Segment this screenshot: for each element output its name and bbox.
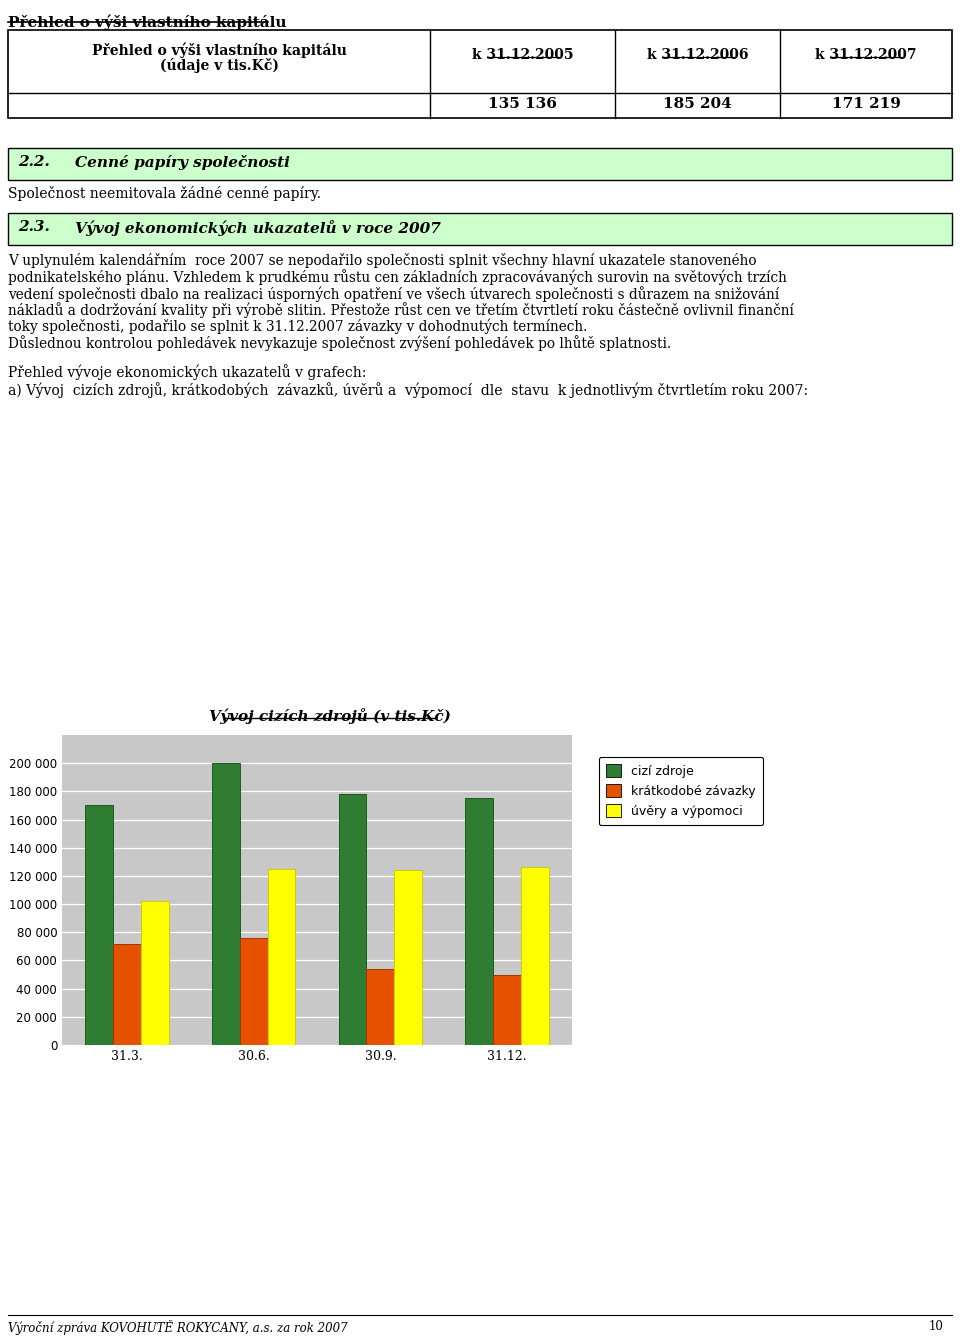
Bar — [141, 901, 169, 1046]
Text: Přehled o výši vlastního kapitálu: Přehled o výši vlastního kapitálu — [91, 41, 347, 57]
Text: Vývoj cizích zdrojů (v tis.Kč): Vývoj cizích zdrojů (v tis.Kč) — [209, 709, 451, 723]
Text: Přehled o výši vlastního kapitálu: Přehled o výši vlastního kapitálu — [8, 13, 286, 29]
Text: vedení společnosti dbalo na realizaci úsporných opatření ve všech útvarech spole: vedení společnosti dbalo na realizaci ús… — [8, 286, 780, 302]
Bar — [212, 763, 240, 1046]
Text: k 31.12.2007: k 31.12.2007 — [815, 48, 917, 62]
Bar — [85, 805, 113, 1046]
Bar — [240, 939, 268, 1046]
Bar — [113, 944, 141, 1046]
Bar — [367, 969, 395, 1046]
Bar — [8, 213, 952, 245]
Text: Vývoj ekonomických ukazatelů v roce 2007: Vývoj ekonomických ukazatelů v roce 2007 — [75, 221, 441, 235]
Text: 135 136: 135 136 — [488, 98, 557, 111]
Text: k 31.12.2006: k 31.12.2006 — [647, 48, 748, 62]
Bar — [466, 798, 493, 1046]
Text: Důslednou kontrolou pohledávek nevykazuje společnost zvýšení pohledávek po lhůtě: Důslednou kontrolou pohledávek nevykazuj… — [8, 336, 671, 352]
Bar — [493, 975, 521, 1046]
Text: podnikatelského plánu. Vzhledem k prudkému růstu cen základních zpracovávaných s: podnikatelského plánu. Vzhledem k prudké… — [8, 270, 787, 285]
Legend: cizí zdroje, krátkodobé závazky, úvěry a výpomoci: cizí zdroje, krátkodobé závazky, úvěry a… — [599, 757, 763, 825]
Text: V uplynulém kalendářním  roce 2007 se nepodařilo společnosti splnit všechny hlav: V uplynulém kalendářním roce 2007 se nep… — [8, 253, 756, 267]
Text: 185 204: 185 204 — [663, 98, 732, 111]
Text: nákladů a dodržování kvality při výrobě slitin. Přestože růst cen ve třetím čtvr: nákladů a dodržování kvality při výrobě … — [8, 302, 794, 318]
Text: a) Vývoj  cizích zdrojů, krátkodobých  závazků, úvěrů a  výpomocí  dle  stavu  k: a) Vývoj cizích zdrojů, krátkodobých záv… — [8, 382, 808, 398]
Bar — [8, 148, 952, 180]
Text: toky společnosti, podařilo se splnit k 31.12.2007 závazky v dohodnutých termínec: toky společnosti, podařilo se splnit k 3… — [8, 320, 588, 334]
Text: Přehled vývoje ekonomických ukazatelů v grafech:: Přehled vývoje ekonomických ukazatelů v … — [8, 364, 367, 380]
Text: 171 219: 171 219 — [831, 98, 900, 111]
Text: (údaje v tis.Kč): (údaje v tis.Kč) — [159, 57, 278, 74]
Text: Společnost neemitovala žádné cenné papíry.: Společnost neemitovala žádné cenné papír… — [8, 186, 321, 201]
Bar — [339, 794, 367, 1046]
Text: 10: 10 — [929, 1320, 944, 1333]
Bar — [8, 29, 952, 118]
Text: 2.2.: 2.2. — [18, 155, 50, 168]
Bar — [268, 869, 296, 1046]
Bar — [395, 870, 422, 1046]
Text: 2.3.: 2.3. — [18, 221, 50, 234]
Bar — [521, 868, 549, 1046]
Text: Cenné papíry společnosti: Cenné papíry společnosti — [75, 155, 290, 170]
Text: Výroční zpráva KOVOHUTĚ ROKYCANY, a.s. za rok 2007: Výroční zpráva KOVOHUTĚ ROKYCANY, a.s. z… — [8, 1320, 348, 1336]
Text: k 31.12.2005: k 31.12.2005 — [471, 48, 573, 62]
